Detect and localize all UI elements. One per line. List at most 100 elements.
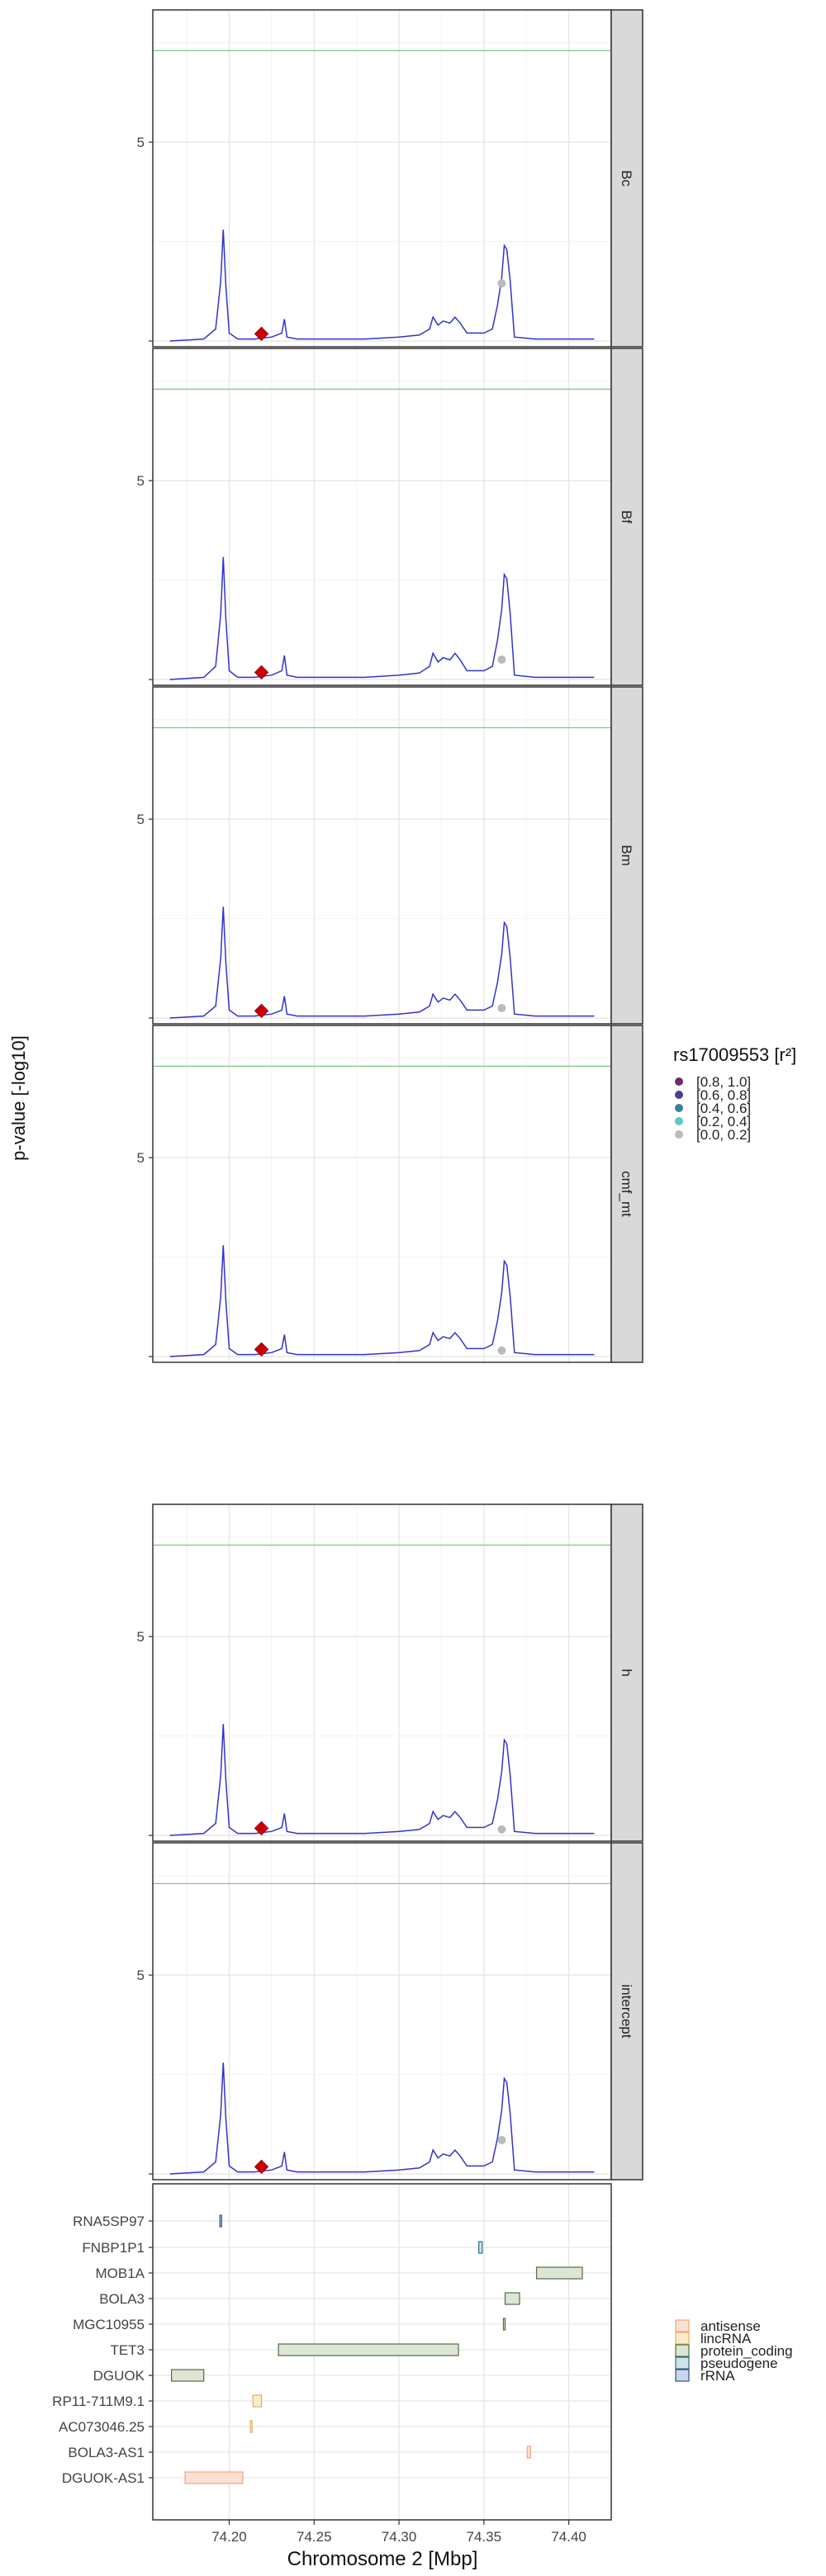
lead-snp-marker xyxy=(254,326,269,342)
gene-label: DGUOK-AS1 xyxy=(62,2470,145,2486)
y-tick-label: 5 xyxy=(137,812,145,827)
ld-point xyxy=(497,1003,506,1012)
ld-point xyxy=(497,2136,506,2145)
lead-snp-marker xyxy=(254,2159,269,2175)
y-tick-label: 5 xyxy=(137,473,145,489)
facet-label: cmf_mt xyxy=(619,1171,634,1217)
biotype-legend-swatch xyxy=(675,2332,690,2345)
biotype-legend-label: protein_coding xyxy=(700,2343,793,2359)
gene-bar xyxy=(249,2420,253,2433)
facet-strip xyxy=(610,1025,643,1363)
panel-Bc: 5 Bc xyxy=(137,9,643,348)
gene-label: BOLA3 xyxy=(99,2291,145,2307)
facet-strip xyxy=(610,686,643,1025)
facet-label: Bf xyxy=(619,510,634,523)
panel-intercept: 5 intercept xyxy=(137,1842,643,2181)
gene-bar xyxy=(478,2241,483,2254)
biotype-legend-swatch xyxy=(675,2344,690,2357)
gene-label: RP11-711M9.1 xyxy=(52,2394,145,2409)
gene-label: FNBP1P1 xyxy=(82,2240,145,2256)
x-tick-label: 74.25 xyxy=(297,2529,332,2545)
facet-label: intercept xyxy=(619,1984,634,2038)
gene-label: RNA5SP97 xyxy=(73,2214,145,2229)
gene-label: MGC10955 xyxy=(73,2317,145,2332)
gene-panel-border xyxy=(152,2183,612,2521)
x-tick-label: 74.35 xyxy=(467,2529,502,2545)
biotype-legend-label: antisense xyxy=(700,2318,761,2334)
facet-label: Bc xyxy=(619,170,634,187)
y-tick-label: 5 xyxy=(137,135,145,150)
panel-border xyxy=(152,348,612,686)
ld-point xyxy=(497,1825,506,1834)
panel-Bm: 5 Bm xyxy=(137,686,643,1025)
facet-strip xyxy=(610,348,643,686)
ld-legend-label: [0.8, 1.0] xyxy=(696,1074,751,1090)
lead-snp-marker xyxy=(254,1003,269,1019)
panel-h: 5h xyxy=(137,1503,643,1842)
ld-point xyxy=(497,655,506,664)
x-tick-label: 74.20 xyxy=(211,2529,247,2545)
gene-label: MOB1A xyxy=(95,2266,145,2281)
gene-label: BOLA3-AS1 xyxy=(68,2445,145,2460)
facet-label: h xyxy=(619,1669,634,1676)
gene-bar xyxy=(171,2369,205,2382)
gene-label: TET3 xyxy=(110,2342,145,2358)
association-line xyxy=(169,1245,595,1357)
ld-legend-title: rs17009553 [r²] xyxy=(673,1044,796,1065)
ld-point xyxy=(497,279,506,288)
association-line xyxy=(169,1724,595,1836)
ld-legend-label: [0.4, 0.6] xyxy=(696,1101,751,1116)
panel-border xyxy=(152,1503,612,1842)
biotype-legend-label: pseudogene xyxy=(700,2356,778,2371)
ld-legend-swatch xyxy=(675,1091,683,1099)
facet-strip xyxy=(610,1842,643,2181)
lead-snp-marker xyxy=(254,1342,269,1357)
ld-legend-swatch xyxy=(675,1077,683,1086)
association-line xyxy=(169,2062,595,2175)
ld-legend: rs17009553 [r²] [0.8, 1.0][0.6, 0.8][0.4,… xyxy=(673,1044,796,1143)
lead-snp-marker xyxy=(254,665,269,680)
gene-bar xyxy=(252,2394,263,2408)
x-tick-label: 74.30 xyxy=(382,2529,417,2545)
ld-legend-label: [0.2, 0.4] xyxy=(696,1114,751,1129)
facet-strip xyxy=(610,1503,643,1842)
y-tick-label: 5 xyxy=(137,1150,145,1166)
panel-Bf: 5 Bf xyxy=(137,348,643,686)
gene-bar xyxy=(502,2318,506,2331)
panel-border xyxy=(152,1025,612,1363)
biotype-legend-label: rRNA xyxy=(700,2368,735,2384)
biotype-legend-swatch xyxy=(675,2319,690,2332)
y-axis-label: p-value [-log10] xyxy=(8,1035,29,1161)
gene-bar xyxy=(535,2266,583,2280)
x-tick-label: 74.40 xyxy=(551,2529,586,2545)
facet-label: Bm xyxy=(619,845,634,866)
gene-label: DGUOK xyxy=(93,2368,145,2384)
panel-border xyxy=(152,686,612,1025)
lead-snp-marker xyxy=(254,1821,269,1836)
gene-bar xyxy=(219,2214,222,2228)
ld-legend-label: [0.0, 0.2] xyxy=(696,1127,751,1143)
ld-legend-swatch xyxy=(675,1104,683,1112)
ld-point xyxy=(497,1346,506,1355)
y-tick-label: 5 xyxy=(137,1629,145,1645)
gene-bar xyxy=(184,2471,244,2484)
gene-bar xyxy=(504,2292,520,2305)
panel-border xyxy=(152,1842,612,2181)
biotype-legend-label: lincRNA xyxy=(700,2331,752,2346)
ld-legend-swatch xyxy=(675,1117,683,1125)
gene-track: RNA5SP97 FNBP1P1 MOB1A BOLA3 MGC10955 TET3 DGU… xyxy=(52,2183,612,2521)
ld-legend-swatch xyxy=(675,1130,683,1139)
biotype-legend: antisenselincRNAprotein_codingpseudogene… xyxy=(675,2318,793,2384)
panel-cmf_mt: 5 cmf_mt xyxy=(137,1025,643,1363)
facet-strip xyxy=(610,9,643,348)
biotype-legend-swatch xyxy=(675,2356,690,2370)
x-axis: 74.20 74.25 74.30 74.35 74.40 xyxy=(211,2520,586,2545)
association-line xyxy=(169,556,595,680)
panel-border xyxy=(152,9,612,348)
x-axis-label: Chromosome 2 [Mbp] xyxy=(287,2548,478,2570)
y-tick-label: 5 xyxy=(137,1968,145,1983)
association-line xyxy=(169,907,595,1019)
gene-bar xyxy=(526,2446,531,2459)
